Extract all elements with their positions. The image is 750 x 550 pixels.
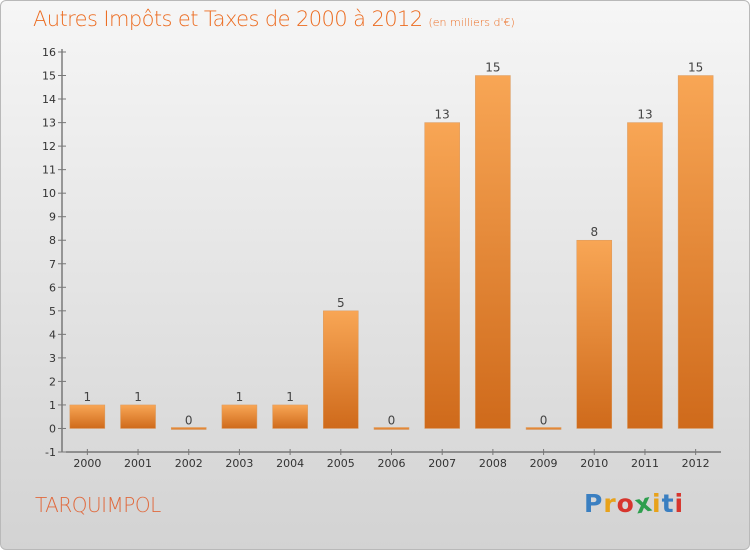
data-label-2000: 1 <box>84 390 92 404</box>
x-tick-label-2000: 2000 <box>73 457 101 470</box>
bar-2012 <box>677 75 714 429</box>
y-tick-label: 8 <box>49 234 56 247</box>
y-tick-label: 16 <box>42 46 56 59</box>
logo-letter: t <box>661 489 675 518</box>
y-tick-label: 2 <box>49 375 56 388</box>
x-tick-label-2001: 2001 <box>124 457 152 470</box>
bar-2003 <box>221 404 258 429</box>
chart-subtitle: (en milliers d'€) <box>428 16 515 29</box>
bar-2006 <box>373 427 410 430</box>
x-tick-label-2005: 2005 <box>327 457 355 470</box>
y-tick-label: 14 <box>42 93 56 106</box>
bar-2011 <box>627 122 663 429</box>
x-tick-label-2003: 2003 <box>225 457 253 470</box>
y-tick-label: 1 <box>49 399 56 412</box>
chart-title: Autres Impôts et Taxes de 2000 à 2012 (en… <box>33 7 515 31</box>
x-tick-label-2004: 2004 <box>276 457 304 470</box>
bar-2010 <box>576 239 613 429</box>
y-tick-label: 11 <box>42 164 56 177</box>
y-tick-label: -1 <box>45 446 56 459</box>
y-tick-label: 3 <box>49 352 56 365</box>
x-tick-label-2006: 2006 <box>378 457 406 470</box>
x-tick-label-2007: 2007 <box>428 457 456 470</box>
bar-2008 <box>475 75 511 429</box>
x-tick-label-2010: 2010 <box>580 457 608 470</box>
y-tick-label: 4 <box>49 328 56 341</box>
logo-letter: i <box>674 489 685 518</box>
bar-2009 <box>525 427 562 430</box>
data-label-2008: 15 <box>485 61 500 75</box>
x-tick-label-2009: 2009 <box>530 457 558 470</box>
y-tick-label: 6 <box>49 281 56 294</box>
bar-2005 <box>323 310 359 429</box>
x-tick-label-2011: 2011 <box>631 457 659 470</box>
data-label-2010: 8 <box>590 225 598 239</box>
data-label-2012: 15 <box>688 61 703 75</box>
bar-2007 <box>424 122 460 429</box>
bar-2004 <box>272 404 308 429</box>
x-tick-label-2012: 2012 <box>682 457 710 470</box>
data-label-2001: 1 <box>134 390 142 404</box>
data-label-2002: 0 <box>185 413 193 427</box>
x-tick-label-2008: 2008 <box>479 457 507 470</box>
logo-letter: r <box>603 489 617 518</box>
logo-letter: i <box>652 489 662 518</box>
y-tick-label: 10 <box>42 187 56 200</box>
data-label-2007: 13 <box>435 108 450 122</box>
data-label-2011: 13 <box>637 108 652 122</box>
y-tick-label: 15 <box>42 70 56 83</box>
chart-title-text: Autres Impôts et Taxes de 2000 à 2012 <box>33 7 423 31</box>
data-label-2009: 0 <box>540 413 548 427</box>
logo-letter: o <box>616 489 635 518</box>
commune-name: TARQUIMPOL <box>35 493 161 517</box>
y-tick-label: 5 <box>49 305 56 318</box>
data-label-2006: 0 <box>388 413 396 427</box>
y-tick-label: 12 <box>42 140 56 153</box>
y-tick-label: 0 <box>49 422 56 435</box>
bar-2000 <box>69 404 106 429</box>
data-label-2004: 1 <box>286 390 294 404</box>
data-label-2005: 5 <box>337 296 345 310</box>
bar-2001 <box>120 404 156 429</box>
y-tick-label: 7 <box>49 258 56 271</box>
bar-2002 <box>170 427 207 430</box>
proxiti-logo: Proxiti <box>584 488 685 520</box>
y-tick-label: 9 <box>49 211 56 224</box>
data-label-2003: 1 <box>236 390 244 404</box>
x-tick-label-2002: 2002 <box>175 457 203 470</box>
logo-letter: P <box>584 489 604 518</box>
y-tick-label: 13 <box>42 117 56 130</box>
